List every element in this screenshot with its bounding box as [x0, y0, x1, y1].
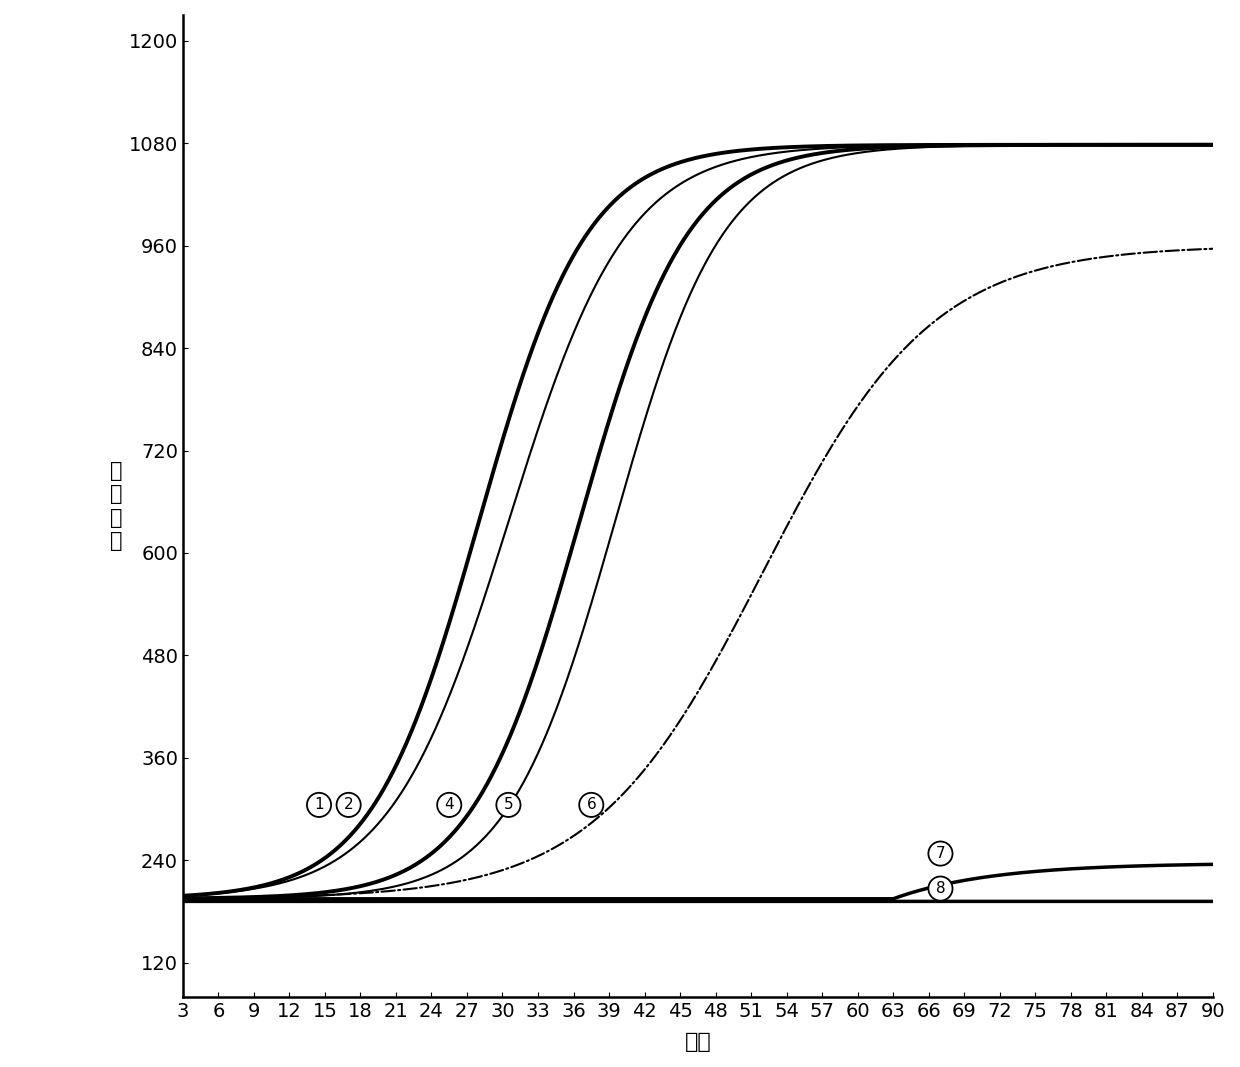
Text: 5: 5 — [503, 797, 513, 812]
Text: 4: 4 — [444, 797, 454, 812]
Text: 1: 1 — [314, 797, 324, 812]
Text: 2: 2 — [343, 797, 353, 812]
X-axis label: 循环: 循环 — [684, 1032, 712, 1052]
Text: 8: 8 — [936, 881, 945, 896]
Text: 6: 6 — [587, 797, 596, 812]
Text: 荺
光
强
度: 荺 光 强 度 — [109, 461, 123, 551]
Text: 7: 7 — [936, 846, 945, 861]
